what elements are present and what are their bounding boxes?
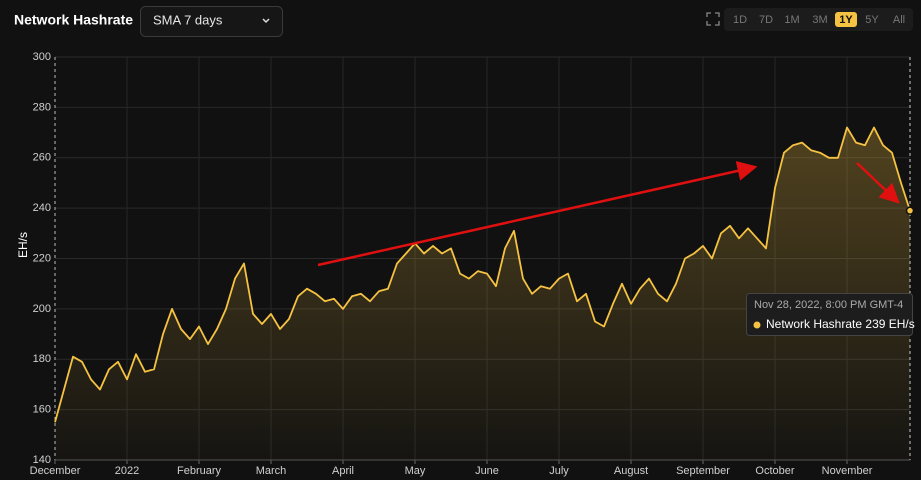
y-tick-label: 160: [33, 404, 51, 416]
dropdown-label[interactable]: SMA 7 days: [153, 12, 223, 27]
range-group: [724, 8, 913, 31]
x-tick-label: 2022: [115, 465, 139, 477]
x-tick-label: May: [405, 465, 426, 477]
range-button[interactable]: 5Y: [865, 14, 879, 26]
x-tick-label: March: [256, 465, 287, 477]
y-tick-label: 180: [33, 353, 51, 365]
tooltip-value: Network Hashrate 239 EH/s: [766, 317, 915, 331]
annotation-arrow: [856, 162, 900, 204]
x-tick-label: November: [822, 465, 873, 477]
tooltip-date: Nov 28, 2022, 8:00 PM GMT-4: [754, 299, 903, 311]
y-tick-label: 200: [33, 303, 51, 315]
hover-point: [905, 206, 915, 215]
annotation-arrow: [317, 161, 758, 267]
tooltip-box: [746, 293, 913, 336]
range-button[interactable]: 1D: [733, 14, 747, 26]
x-tick-label: July: [549, 465, 569, 477]
range-button[interactable]: 7D: [759, 14, 773, 26]
tooltip-number: 239: [865, 317, 885, 331]
y-axis-label: EH/s: [16, 232, 30, 258]
x-tick-label: August: [614, 465, 648, 477]
area-fill: [55, 127, 910, 460]
y-tick-label: 260: [33, 152, 51, 164]
range-button[interactable]: 1Y: [839, 14, 853, 26]
range-active-bg[interactable]: [835, 12, 857, 27]
x-tick-label: December: [30, 465, 81, 477]
smoothing-dropdown[interactable]: SMA 7 days: [140, 6, 283, 37]
range-button[interactable]: 3M: [812, 14, 827, 26]
tooltip-series: Network Hashrate: [766, 317, 862, 331]
tooltip-swatch: [753, 321, 761, 329]
x-tick-label: October: [755, 465, 794, 477]
range-button[interactable]: All: [893, 14, 905, 26]
tooltip-unit: EH/s: [889, 317, 915, 331]
y-tick-label: 240: [33, 202, 51, 214]
tooltip: Nov 28, 2022, 8:00 PM GMT-4 Network Hash…: [746, 293, 915, 336]
x-tick-label: February: [177, 465, 222, 477]
x-tick-label: April: [332, 465, 354, 477]
range-buttons: 1D 7D 1M 3M 1Y 5Y All: [733, 12, 905, 27]
chevron: [262, 18, 270, 24]
range-button[interactable]: 1M: [784, 14, 799, 26]
y-tick-label: 220: [33, 252, 51, 264]
y-tick-label: 300: [33, 51, 51, 63]
x-tick-label: September: [676, 465, 730, 477]
fullscreen-icon[interactable]: [706, 12, 720, 26]
x-tick-label: June: [475, 465, 499, 477]
line: [54, 126, 911, 423]
plot-area: 140 160 180 200 220 240 260 280 300 December 2022 F…: [30, 51, 915, 477]
y-tick-label: 280: [33, 101, 51, 113]
dropdown-box[interactable]: [140, 6, 283, 37]
chart-title: Network Hashrate: [14, 12, 133, 28]
y-tick-label: 140: [33, 454, 51, 466]
